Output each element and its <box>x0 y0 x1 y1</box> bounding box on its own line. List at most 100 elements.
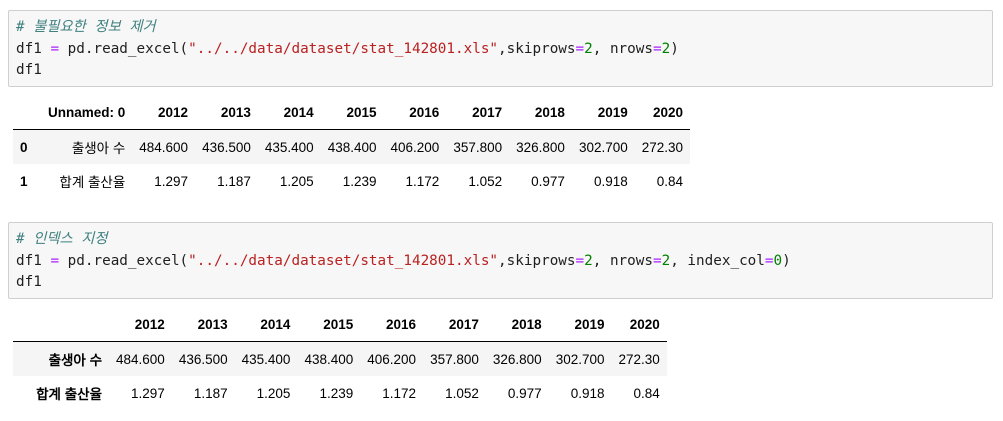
code-operator: = <box>50 40 60 57</box>
table-cell: 1.205 <box>256 385 291 401</box>
column-header: 2012 <box>132 96 196 130</box>
table-cell: 357.800 <box>453 139 503 155</box>
table-cell: 484.600 <box>116 351 165 367</box>
table-cell: 302.700 <box>578 139 628 155</box>
table-cell: 1.297 <box>154 173 189 189</box>
code-token: , nrows <box>592 252 653 269</box>
column-header: 2013 <box>195 96 258 130</box>
code-string: "../../data/dataset/stat_142801.xls" <box>188 252 499 269</box>
table-cell: 1.187 <box>193 385 228 401</box>
code-number: 2 <box>584 40 593 57</box>
column-header: 2016 <box>383 96 447 130</box>
column-header: 2015 <box>297 308 361 342</box>
table-cell: 484.600 <box>139 139 189 155</box>
table-cell: 435.400 <box>264 139 314 155</box>
table-cell: 1.297 <box>131 385 165 401</box>
table-cell: 272.30 <box>641 139 684 155</box>
table-cell: 0.977 <box>507 385 542 401</box>
table-row: 합계 출산율 1.297 1.187 1.205 1.239 1.172 1.0… <box>13 376 667 410</box>
table-cell: 436.500 <box>178 351 228 367</box>
row-index: 출생아 수 <box>48 353 102 368</box>
column-header: 2019 <box>548 308 612 342</box>
code-operator: = <box>50 252 60 269</box>
column-header: Unnamed: 0 <box>41 96 133 130</box>
column-header: 2017 <box>446 96 510 130</box>
code-string: "../../data/dataset/stat_142801.xls" <box>188 40 499 57</box>
column-header: 2013 <box>171 308 235 342</box>
code-cell-2[interactable]: # 인덱스 지정 df1 = pd.read_excel("../../data… <box>8 222 993 299</box>
table-cell: 436.500 <box>202 139 251 155</box>
column-header: 2015 <box>320 96 384 130</box>
code-operator: = <box>653 40 662 57</box>
row-index: 합계 출산율 <box>36 387 102 402</box>
code-number: 0 <box>773 252 783 269</box>
dataframe-table: Unnamed: 0 2012 2013 2014 2015 2016 2017… <box>13 96 691 198</box>
column-header <box>13 308 109 342</box>
column-header: 2018 <box>485 308 549 342</box>
table-row: 출생아 수 484.600 436.500 435.400 438.400 40… <box>13 341 667 376</box>
column-header: 2012 <box>109 308 172 342</box>
row-index: 0 <box>20 139 28 155</box>
column-header <box>13 96 41 130</box>
row-index: 1 <box>20 173 28 189</box>
code-token: df1 <box>16 252 51 269</box>
code-comment-line: # 인덱스 지정 <box>16 231 108 247</box>
code-operator: = <box>653 252 662 269</box>
code-comment-line: # 불필요한 정보 제거 <box>16 19 156 35</box>
column-header: 2019 <box>571 96 635 130</box>
table-cell: 1.239 <box>319 385 354 401</box>
table-cell: 1.172 <box>405 173 440 189</box>
code-token: pd.read_excel( <box>59 40 189 57</box>
column-header: 2020 <box>634 96 691 130</box>
code-token: , index_col <box>670 252 765 269</box>
code-token: df1 <box>16 40 51 57</box>
table-cell: 출생아 수 <box>71 141 126 156</box>
code-operator: = <box>575 40 585 57</box>
code-cell-1[interactable]: # 불필요한 정보 제거 df1 = pd.read_excel("../../… <box>8 10 993 87</box>
code-number: 2 <box>661 40 671 57</box>
table-cell: 357.800 <box>430 351 479 367</box>
code-line: df1 <box>16 274 42 290</box>
table-row: 0 출생아 수 484.600 436.500 435.400 438.400 … <box>13 129 691 164</box>
table-header-row: Unnamed: 0 2012 2013 2014 2015 2016 2017… <box>13 96 691 130</box>
table-cell: 1.052 <box>468 173 503 189</box>
code-line: df1 = pd.read_excel("../../data/dataset/… <box>16 251 984 273</box>
table-cell: 0.977 <box>531 173 565 189</box>
table-cell: 435.400 <box>241 351 291 367</box>
column-header: 2018 <box>509 96 572 130</box>
output-dataframe-1: Unnamed: 0 2012 2013 2014 2015 2016 2017… <box>13 96 691 198</box>
code-token: , nrows <box>592 40 653 57</box>
code-number: 2 <box>661 252 671 269</box>
table-cell: 1.052 <box>445 385 479 401</box>
code-token: ,skiprows <box>498 252 576 269</box>
table-cell: 1.239 <box>342 173 377 189</box>
table-cell: 272.30 <box>618 351 660 367</box>
code-token: ) <box>670 40 679 57</box>
table-cell: 합계 출산율 <box>59 175 126 190</box>
code-line: df1 <box>16 62 42 78</box>
table-cell: 438.400 <box>304 351 354 367</box>
table-cell: 0.84 <box>633 385 660 401</box>
column-header: 2016 <box>360 308 424 342</box>
table-cell: 406.200 <box>390 139 440 155</box>
table-cell: 0.84 <box>656 173 684 189</box>
table-cell: 0.918 <box>570 385 605 401</box>
code-line: df1 = pd.read_excel("../../data/dataset/… <box>16 39 984 61</box>
table-cell: 406.200 <box>367 351 417 367</box>
column-header: 2020 <box>611 308 667 342</box>
code-token: ,skiprows <box>498 40 576 57</box>
code-number: 2 <box>584 252 593 269</box>
table-cell: 326.800 <box>516 139 565 155</box>
table-cell: 1.172 <box>382 385 417 401</box>
column-header: 2014 <box>257 96 321 130</box>
code-operator: = <box>575 252 585 269</box>
table-cell: 1.205 <box>279 173 314 189</box>
output-dataframe-2: 2012 2013 2014 2015 2016 2017 2018 2019 … <box>13 308 667 410</box>
code-token: ) <box>782 252 791 269</box>
table-cell: 438.400 <box>327 139 377 155</box>
table-cell: 1.187 <box>217 173 251 189</box>
table-cell: 302.700 <box>555 351 605 367</box>
table-cell: 0.918 <box>593 173 628 189</box>
column-header: 2014 <box>234 308 298 342</box>
table-cell: 326.800 <box>492 351 542 367</box>
